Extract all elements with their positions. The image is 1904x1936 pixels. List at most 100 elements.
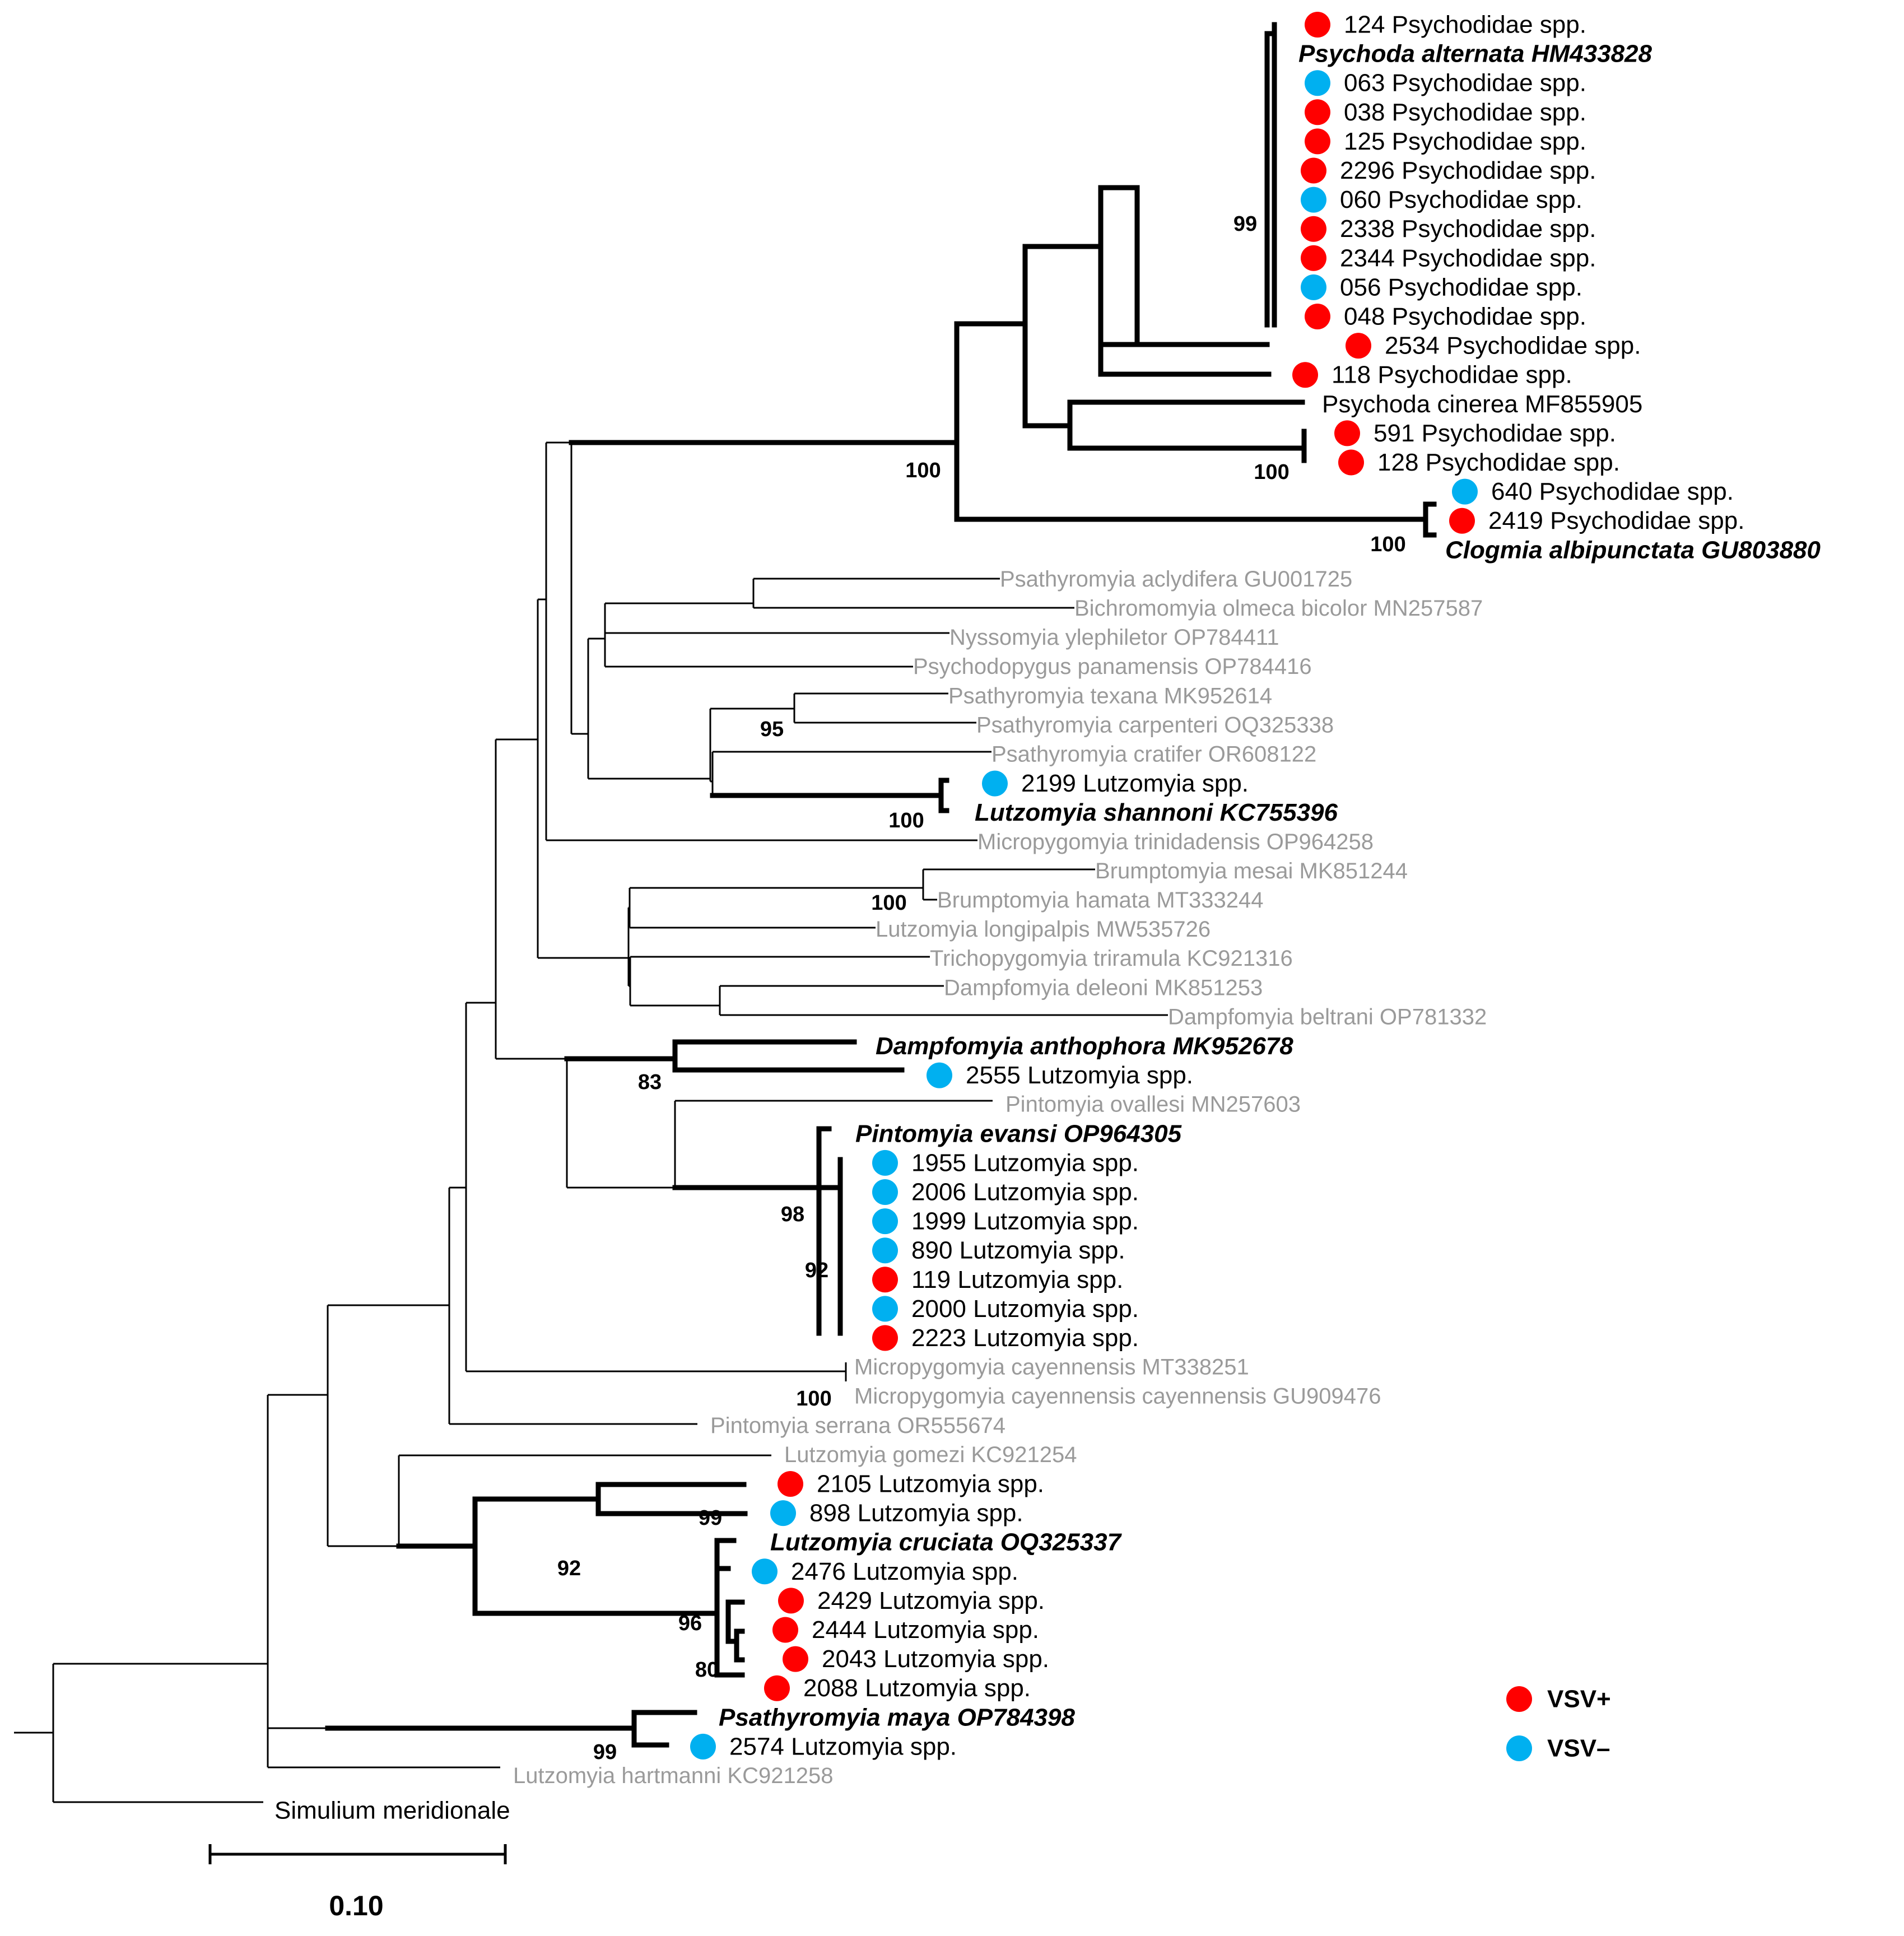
tip-label: Lutzomyia shannoni KC755396: [975, 799, 1338, 826]
tip-label: 038 Psychodidae spp.: [1344, 99, 1586, 126]
tip-label: 2105 Lutzomyia spp.: [817, 1470, 1044, 1498]
bootstrap-value: 100: [796, 1387, 831, 1411]
vsv-positive-marker: [872, 1267, 898, 1293]
tip-label: Psathyromyia texana MK952614: [948, 683, 1272, 708]
vsv-positive-marker: [778, 1588, 804, 1614]
scale-bar-label: 0.10: [329, 1890, 383, 1921]
tip-label: 056 Psychodidae spp.: [1340, 273, 1582, 301]
tip-label: Micropygomyia cayennensis MT338251: [854, 1355, 1249, 1380]
tip-label: Lutzomyia hartmanni KC921258: [513, 1763, 833, 1788]
bootstrap-value: 100: [905, 459, 941, 482]
vsv-negative-marker: [690, 1733, 716, 1760]
tip-label: 2574 Lutzomyia spp.: [729, 1733, 957, 1760]
bootstrap-value: 98: [781, 1203, 804, 1226]
vsv-positive-marker: [1301, 157, 1326, 184]
vsv-negative-marker: [770, 1500, 796, 1527]
vsv-negative-marker: [982, 770, 1008, 797]
tip-label: Brumptomyia hamata MT333244: [937, 888, 1264, 913]
bootstrap-value: 100: [888, 809, 924, 832]
tip-label: Bichromomyia olmeca bicolor MN257587: [1074, 596, 1483, 621]
tree-branches-bold: [325, 22, 1437, 1748]
tip-label: Dampfomyia beltrani OP781332: [1168, 1004, 1487, 1029]
vsv-negative-marker: [872, 1208, 898, 1235]
tip-label: 128 Psychodidae spp.: [1377, 449, 1620, 476]
tip-label: 2419 Psychodidae spp.: [1488, 507, 1744, 534]
vsv-negative-marker: [927, 1062, 952, 1088]
vsv-positive-marker: [1449, 508, 1475, 534]
vsv-positive-marker: [1301, 216, 1326, 242]
vsv-negative-marker: [1301, 274, 1326, 300]
tip-label: Psychoda alternata HM433828: [1298, 40, 1652, 68]
tip-label: 2006 Lutzomyia spp.: [911, 1179, 1139, 1206]
vsv-positive-marker: [778, 1471, 803, 1497]
tip-label: Trichopygomyia triramula KC921316: [930, 946, 1293, 971]
bootstrap-value: 92: [805, 1259, 828, 1282]
legend-vsv-neg-marker: [1506, 1735, 1532, 1761]
tip-label: 2344 Psychodidae spp.: [1340, 244, 1596, 272]
tip-label: 2476 Lutzomyia spp.: [791, 1558, 1018, 1585]
tip-label: 2444 Lutzomyia spp.: [812, 1616, 1039, 1644]
tip-label: 2088 Lutzomyia spp.: [803, 1674, 1031, 1702]
bootstrap-value: 100: [1370, 533, 1405, 556]
vsv-positive-marker: [783, 1646, 808, 1672]
tip-label: 2000 Lutzomyia spp.: [911, 1295, 1139, 1323]
tip-label: 063 Psychodidae spp.: [1344, 69, 1586, 97]
tip-label: Pintomyia ovallesi MN257603: [1005, 1092, 1301, 1117]
vsv-positive-marker: [1292, 362, 1318, 388]
vsv-positive-marker: [872, 1325, 898, 1351]
vsv-positive-marker: [1334, 420, 1360, 446]
bootstrap-value: 99: [699, 1506, 722, 1530]
tip-label: Psychodopygus panamensis OP784416: [913, 654, 1312, 679]
vsv-positive-marker: [1305, 128, 1330, 155]
tip-label: 898 Lutzomyia spp.: [809, 1500, 1023, 1527]
tip-label: Psychoda cinerea MF855905: [1322, 390, 1642, 418]
vsv-positive-marker: [1305, 304, 1330, 329]
tip-label: 2043 Lutzomyia spp.: [822, 1645, 1049, 1673]
bootstrap-value: 95: [760, 718, 784, 741]
bootstrap-values: 99 100 100 100 95 100 100 83 98 92 100 99 92 96 80 99: [557, 212, 1406, 1764]
tip-label: Pintomyia serrana OR555674: [710, 1413, 1005, 1438]
bootstrap-value: 99: [1233, 212, 1257, 236]
tip-label: Micropygomyia cayennensis cayennensis GU…: [854, 1384, 1381, 1409]
tip-label: 2429 Lutzomyia spp.: [817, 1587, 1045, 1614]
tip-label: Pintomyia evansi OP964305: [855, 1120, 1182, 1147]
vsv-positive-marker: [1305, 12, 1330, 38]
tip-label: 1999 Lutzomyia spp.: [911, 1208, 1139, 1235]
bootstrap-value: 100: [871, 891, 906, 915]
tip-label: Lutzomyia gomezi KC921254: [784, 1442, 1077, 1467]
tip-label: 2534 Psychodidae spp.: [1385, 332, 1641, 360]
legend: VSV+ VSV–: [1506, 1686, 1611, 1762]
tip-label: Psathyromyia aclydifera GU001725: [1000, 567, 1352, 592]
tip-label: 124 Psychodidae spp.: [1344, 11, 1586, 39]
scale-bar: 0.10: [208, 1844, 507, 1921]
vsv-positive-marker: [772, 1617, 798, 1643]
tip-label: Lutzomyia longipalpis MW535726: [876, 917, 1211, 942]
bootstrap-value: 96: [678, 1612, 702, 1635]
tip-label: Psathyromyia carpenteri OQ325338: [976, 713, 1334, 737]
vsv-negative-marker: [1452, 478, 1478, 505]
tip-label: Micropygomyia trinidadensis OP964258: [977, 830, 1374, 854]
vsv-negative-marker: [1301, 187, 1326, 213]
vsv-positive-marker: [1305, 99, 1330, 125]
tip-label: 119 Lutzomyia spp.: [911, 1266, 1123, 1293]
tip-label: Psathyromyia maya OP784398: [719, 1704, 1075, 1731]
tip-label: 640 Psychodidae spp.: [1491, 478, 1734, 505]
tip-label: 2223 Lutzomyia spp.: [911, 1324, 1139, 1352]
vsv-negative-marker: [872, 1296, 898, 1322]
tip-label: 2199 Lutzomyia spp.: [1021, 770, 1249, 797]
vsv-negative-marker: [872, 1237, 898, 1264]
vsv-negative-marker: [752, 1558, 778, 1585]
bootstrap-value: 80: [695, 1658, 719, 1682]
tip-label: Clogmia albipunctata GU803880: [1445, 536, 1821, 564]
vsv-negative-marker: [872, 1179, 898, 1205]
bootstrap-value: 92: [557, 1557, 581, 1580]
tip-label: Psathyromyia cratifer OR608122: [991, 742, 1316, 767]
bootstrap-value: 100: [1254, 460, 1289, 484]
tip-label: 125 Psychodidae spp.: [1344, 128, 1586, 155]
vsv-positive-marker: [764, 1675, 790, 1701]
legend-vsv-neg-label: VSV–: [1547, 1735, 1610, 1762]
vsv-negative-marker: [872, 1150, 898, 1176]
tree-branches-thin: [14, 441, 1168, 1803]
tip-label: 060 Psychodidae spp.: [1340, 186, 1582, 213]
tip-label: 591 Psychodidae spp.: [1374, 420, 1616, 447]
